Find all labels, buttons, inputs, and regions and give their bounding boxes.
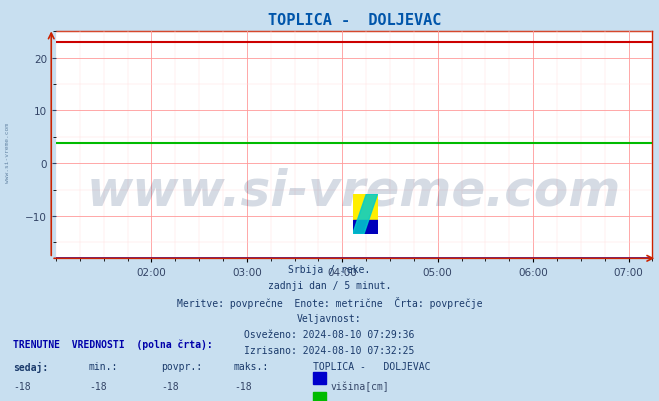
Text: sedaj:: sedaj:: [13, 361, 48, 372]
Text: Meritve: povprečne  Enote: metrične  Črta: povprečje: Meritve: povprečne Enote: metrične Črta:…: [177, 297, 482, 309]
Text: -18: -18: [89, 381, 107, 391]
Text: zadnji dan / 5 minut.: zadnji dan / 5 minut.: [268, 281, 391, 291]
Text: višina[cm]: višina[cm]: [330, 381, 389, 391]
Text: Osveženo: 2024-08-10 07:29:36: Osveženo: 2024-08-10 07:29:36: [244, 329, 415, 339]
Text: TRENUTNE  VREDNOSTI  (polna črta):: TRENUTNE VREDNOSTI (polna črta):: [13, 339, 213, 349]
Text: TOPLICA -   DOLJEVAC: TOPLICA - DOLJEVAC: [313, 361, 430, 371]
Text: -18: -18: [13, 381, 31, 391]
Text: min.:: min.:: [89, 361, 119, 371]
Text: www.si-vreme.com: www.si-vreme.com: [5, 122, 11, 182]
Text: povpr.:: povpr.:: [161, 361, 202, 371]
Polygon shape: [353, 194, 378, 235]
Polygon shape: [353, 221, 378, 235]
Text: -18: -18: [161, 381, 179, 391]
Text: www.si-vreme.com: www.si-vreme.com: [87, 167, 621, 215]
Text: Srbija / reke.: Srbija / reke.: [289, 265, 370, 275]
Text: maks.:: maks.:: [234, 361, 269, 371]
Text: Izrisano: 2024-08-10 07:32:25: Izrisano: 2024-08-10 07:32:25: [244, 345, 415, 355]
Text: Veljavnost:: Veljavnost:: [297, 313, 362, 323]
Title: TOPLICA -  DOLJEVAC: TOPLICA - DOLJEVAC: [268, 13, 441, 28]
Text: -18: -18: [234, 381, 252, 391]
Polygon shape: [353, 194, 378, 221]
